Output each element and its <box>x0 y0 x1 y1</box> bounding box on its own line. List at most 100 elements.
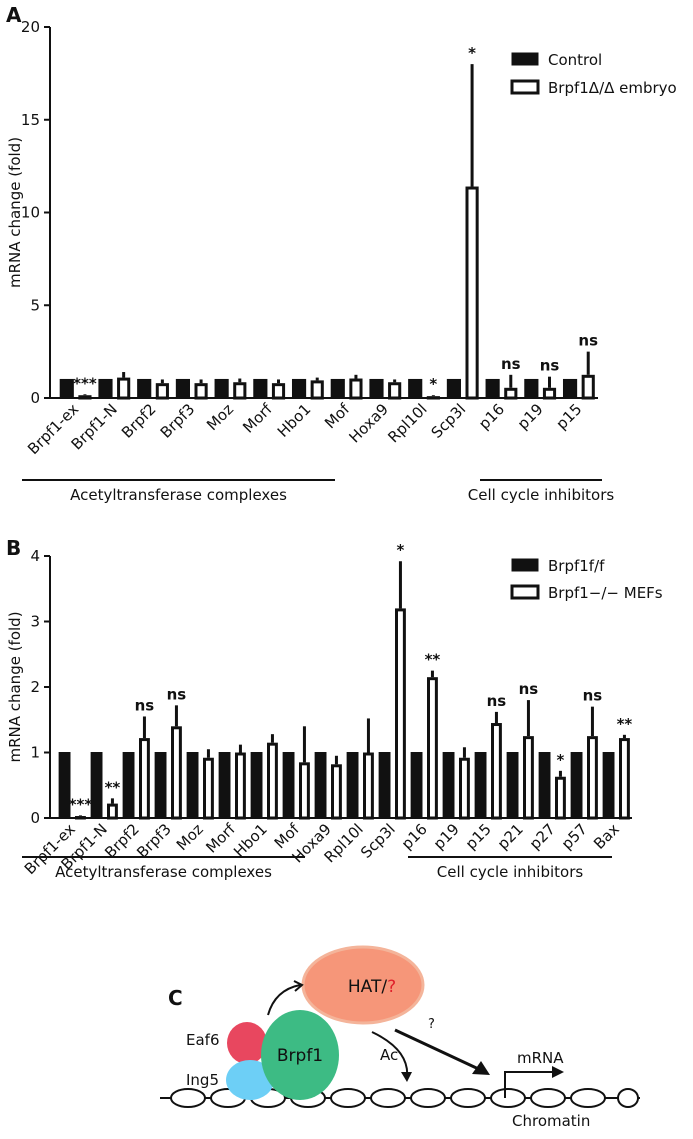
y-tick-label: 3 <box>30 613 40 631</box>
significance-label: ns <box>519 680 539 698</box>
x-tick-label: Morf <box>239 400 276 437</box>
significance-label: * <box>429 375 437 393</box>
y-tick-label: 2 <box>30 678 40 696</box>
bar <box>269 744 277 818</box>
significance-label: ns <box>501 355 521 373</box>
x-tick-label: Mof <box>321 400 354 433</box>
bar <box>141 740 149 818</box>
panel-label: A <box>6 3 22 27</box>
significance-label: ** <box>617 715 633 733</box>
x-tick-label: Hbo1 <box>274 400 315 441</box>
x-tick-label: p16 <box>475 400 508 433</box>
x-tick-label: Brpf1-ex <box>24 400 82 458</box>
bar <box>429 679 437 818</box>
bar <box>411 753 422 819</box>
bar <box>525 379 538 398</box>
y-tick-label: 0 <box>30 389 40 407</box>
bar <box>467 188 477 398</box>
x-tick-label: Scp3l <box>357 820 399 862</box>
significance-label: * <box>468 44 476 62</box>
x-tick-label: p19 <box>430 820 463 853</box>
legend-swatch <box>512 53 538 65</box>
x-tick-label: p19 <box>514 400 547 433</box>
significance-label: ns <box>135 696 155 714</box>
legend-label: Brpf1−/− MEFs <box>548 584 663 602</box>
significance-label: ns <box>540 357 560 375</box>
bar <box>219 753 230 819</box>
x-tick-label: p27 <box>526 820 559 853</box>
bar <box>237 754 245 818</box>
x-tick-label: p57 <box>558 820 591 853</box>
bar <box>80 397 90 398</box>
bar <box>273 385 283 398</box>
bar <box>254 379 267 398</box>
bar <box>196 385 206 398</box>
x-tick-label: Rpl10l <box>384 400 430 446</box>
group-label: Cell cycle inhibitors <box>468 486 615 504</box>
arrowhead <box>552 1066 564 1078</box>
x-tick-label: Brpf2 <box>118 400 160 442</box>
bar <box>347 753 358 819</box>
bar <box>331 379 344 398</box>
bar <box>370 379 383 398</box>
significance-label: ** <box>105 778 121 796</box>
bar <box>583 376 593 398</box>
bar <box>443 753 454 819</box>
bar <box>155 753 166 819</box>
legend-swatch <box>512 586 538 598</box>
diagram: C HAT/? Eaf6 Ing5 Brpf1 Ac ? mRNA Chroma… <box>160 947 640 1130</box>
panel-label: C <box>168 986 183 1010</box>
arrow <box>395 1030 485 1072</box>
bar <box>397 610 405 818</box>
legend-label: Brpf1Δ/Δ embryo <box>548 79 677 97</box>
group-label: Cell cycle inhibitors <box>437 863 584 881</box>
bar <box>390 384 400 398</box>
x-tick-label: Scp3l <box>428 400 470 442</box>
hat-unknown: ? <box>387 977 396 997</box>
significance-label: ** <box>425 651 441 669</box>
hat-label: HAT/? <box>348 977 396 997</box>
significance-label: * <box>397 541 405 559</box>
legend-swatch <box>512 81 538 93</box>
legend-label: Control <box>548 51 602 69</box>
bar <box>486 379 499 398</box>
panel-label: B <box>6 536 21 560</box>
y-tick-label: 4 <box>30 547 40 565</box>
bar <box>603 753 614 819</box>
significance-label: ns <box>583 687 603 705</box>
y-tick-label: 5 <box>30 296 40 314</box>
bar <box>99 379 112 398</box>
y-axis-label: mRNA change (fold) <box>6 611 24 762</box>
bar <box>475 753 486 819</box>
group-label: Acetyltransferase complexes <box>55 863 272 881</box>
bar <box>315 753 326 819</box>
y-tick-label: 10 <box>21 204 40 222</box>
bar <box>123 753 134 819</box>
x-tick-label: Hbo1 <box>230 820 271 861</box>
x-tick-label: p15 <box>553 400 586 433</box>
bar <box>506 389 516 398</box>
bar <box>251 753 262 819</box>
bar <box>539 753 550 819</box>
bar <box>333 766 341 818</box>
bar <box>571 753 582 819</box>
y-tick-label: 0 <box>30 809 40 827</box>
significance-label: * <box>557 751 565 769</box>
x-tick-label: p21 <box>494 820 527 853</box>
x-tick-label: Brpf2 <box>101 820 143 862</box>
brpf1-label: Brpf1 <box>277 1046 323 1066</box>
bar <box>589 738 597 818</box>
significance-label: ns <box>487 692 507 710</box>
ing5-label: Ing5 <box>186 1071 219 1089</box>
legend-label: Brpf1f/f <box>548 557 605 575</box>
eaf6-label: Eaf6 <box>186 1031 220 1049</box>
x-tick-label: Hoxa9 <box>346 400 392 446</box>
bar <box>621 740 629 818</box>
x-tick-label: Brpf3 <box>133 820 175 862</box>
bar <box>525 738 533 818</box>
bar <box>292 379 305 398</box>
y-tick-label: 15 <box>21 111 40 129</box>
x-tick-label: Bax <box>590 820 623 853</box>
bar <box>187 753 198 819</box>
